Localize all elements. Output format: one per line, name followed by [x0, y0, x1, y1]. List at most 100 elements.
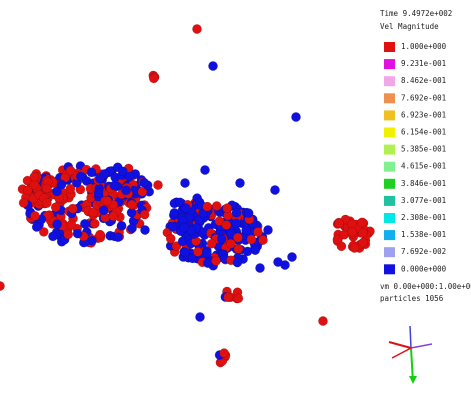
particle — [192, 24, 202, 34]
legend-label: 4.615e-001 — [401, 162, 446, 171]
legend-label: 0.000e+000 — [401, 264, 447, 273]
particle — [30, 211, 40, 221]
particle — [109, 180, 120, 191]
particle — [67, 203, 78, 214]
particle — [56, 179, 67, 190]
particle — [65, 165, 76, 176]
axis-arrow — [409, 376, 417, 384]
particle — [124, 171, 135, 182]
particle — [31, 222, 42, 232]
particle — [200, 165, 210, 175]
particle — [318, 316, 328, 326]
particle — [273, 257, 283, 267]
particle — [358, 237, 368, 248]
particle — [211, 256, 221, 266]
particle — [202, 248, 212, 258]
legend-swatch — [384, 76, 395, 87]
particle — [221, 220, 232, 230]
legend: 1.000e+000 9.231e-001 8.462e-001 7.692e-001… — [384, 42, 447, 275]
particle — [231, 207, 242, 218]
particle — [233, 244, 244, 254]
particle — [48, 231, 58, 242]
particle — [219, 348, 229, 358]
particle — [211, 201, 222, 211]
particle — [52, 186, 62, 197]
legend-swatch — [384, 59, 395, 70]
particle — [180, 178, 190, 188]
particle — [38, 227, 49, 237]
particle — [187, 253, 198, 264]
legend-label: 1.538e-001 — [401, 230, 446, 239]
particle — [225, 238, 236, 249]
particle — [66, 219, 77, 230]
legend-label: 7.692e-001 — [401, 93, 446, 102]
particle — [165, 233, 176, 244]
particle — [140, 225, 150, 235]
particle — [121, 185, 131, 196]
particle — [349, 243, 360, 253]
particle — [117, 166, 128, 177]
time-label: Time 9.4972e+002 — [380, 9, 452, 18]
particle — [347, 226, 357, 237]
particle — [180, 247, 190, 258]
axis-w — [409, 325, 412, 349]
particle — [116, 220, 127, 231]
particle — [167, 221, 178, 232]
particle — [139, 177, 150, 188]
axis-x — [388, 341, 412, 349]
legend-swatch — [384, 144, 395, 155]
legend-label: 6.154e-001 — [401, 128, 446, 137]
count-label: particles 1056 — [380, 294, 444, 303]
particle — [202, 258, 213, 268]
particle — [263, 225, 273, 235]
particle — [223, 292, 233, 303]
particle — [291, 112, 301, 122]
axis-z — [410, 343, 433, 349]
variable-label: Vel Magnitude — [380, 22, 439, 31]
legend-label: 7.692e-002 — [401, 247, 446, 256]
particle — [243, 208, 254, 218]
legend-swatch — [384, 195, 395, 206]
particle — [336, 241, 347, 252]
particle — [332, 234, 343, 245]
legend-swatch — [384, 230, 395, 241]
particle — [233, 232, 243, 243]
particle — [192, 246, 203, 257]
particle — [139, 209, 150, 220]
legend-label: 8.462e-001 — [401, 76, 446, 85]
particle — [127, 223, 137, 234]
particle — [358, 228, 369, 238]
particle — [22, 185, 33, 196]
particle — [65, 183, 76, 194]
particle — [72, 228, 83, 239]
legend-label: 9.231e-001 — [401, 59, 446, 68]
particle — [242, 246, 253, 257]
particle — [79, 219, 90, 229]
legend-label: 6.923e-001 — [401, 110, 446, 119]
particle — [98, 205, 109, 216]
particle — [95, 229, 105, 240]
legend-label: 1.000e+000 — [401, 42, 447, 51]
particle — [258, 235, 268, 245]
particle — [102, 196, 112, 206]
legend-swatch — [384, 93, 395, 104]
particle — [181, 203, 191, 214]
particle — [241, 225, 251, 236]
particle — [235, 178, 245, 188]
particle — [89, 218, 100, 229]
particle — [137, 186, 148, 197]
particle — [148, 73, 159, 84]
particle — [233, 293, 244, 304]
particle — [255, 263, 265, 273]
particle — [93, 188, 104, 198]
particles — [0, 24, 375, 368]
particle — [108, 211, 119, 222]
particle — [29, 171, 40, 182]
particle — [206, 238, 217, 249]
particle — [75, 171, 86, 182]
legend-swatch — [384, 127, 395, 138]
particle — [231, 218, 242, 229]
particle — [270, 185, 280, 195]
